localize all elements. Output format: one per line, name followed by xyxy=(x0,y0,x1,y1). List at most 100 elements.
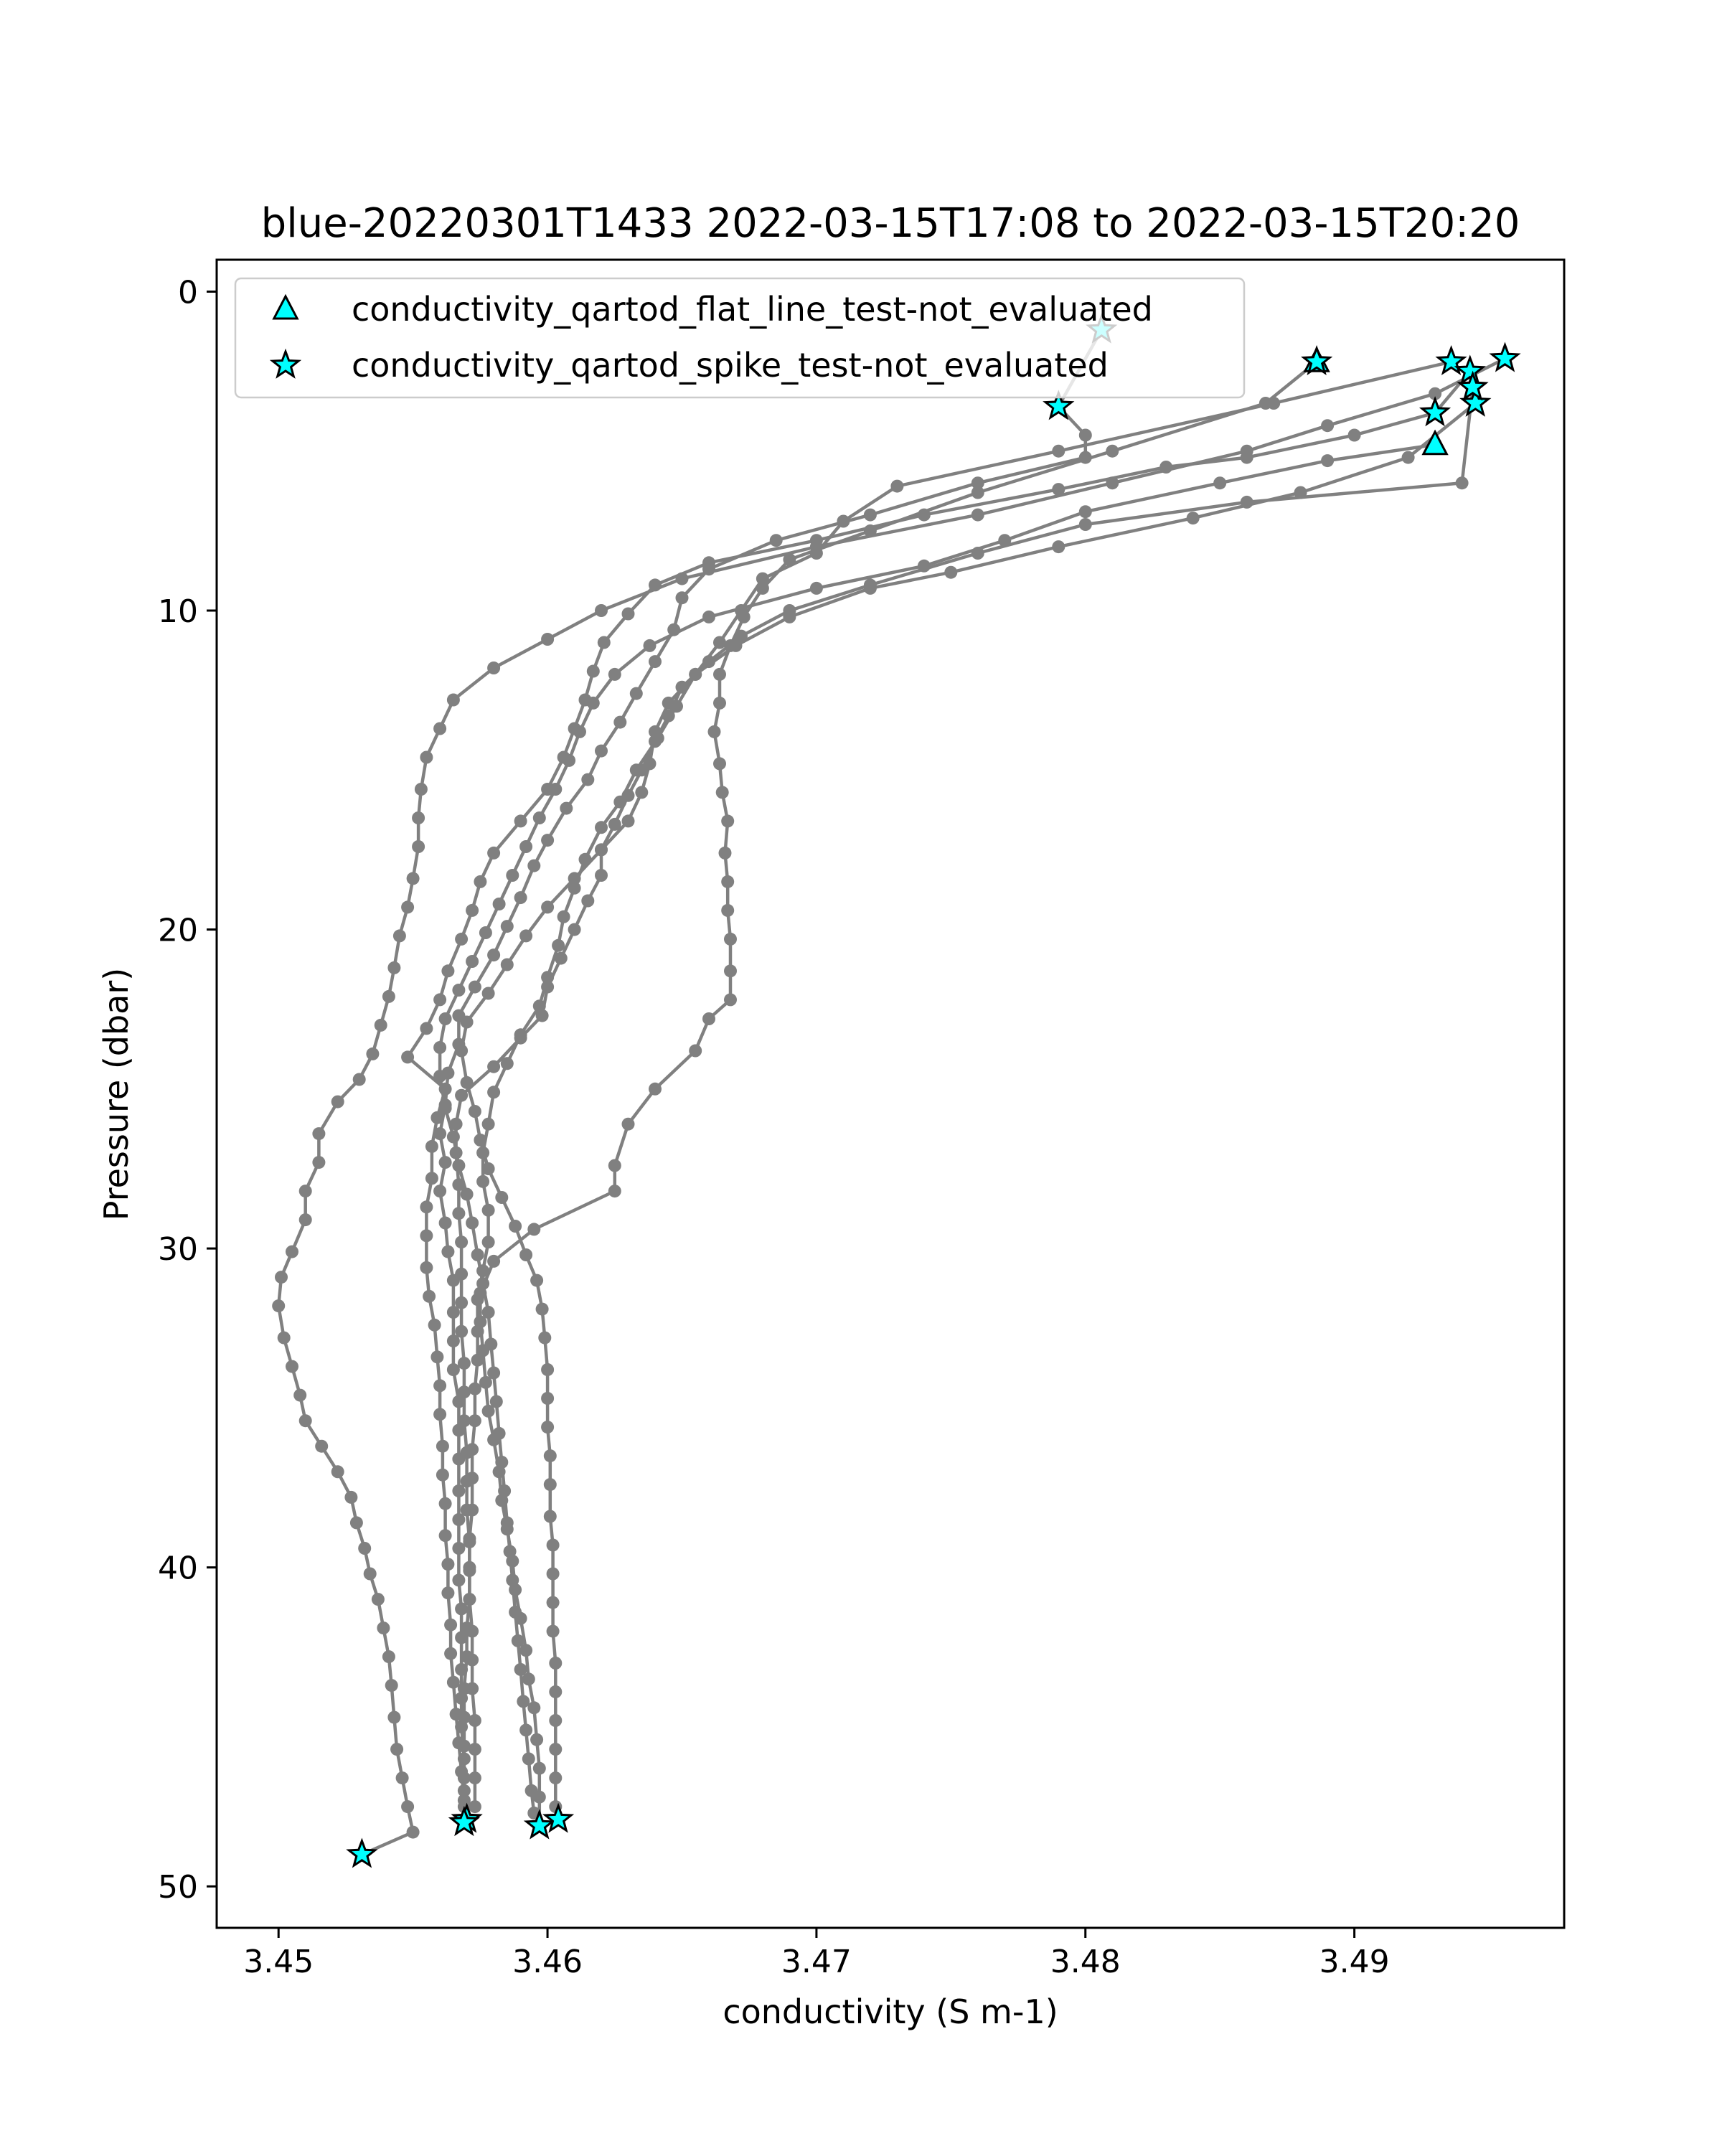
profile-point xyxy=(468,1743,481,1756)
profile-line xyxy=(438,329,1104,1820)
profile-point xyxy=(1455,476,1469,490)
profile-6 xyxy=(455,397,1482,1826)
legend-triangle-icon xyxy=(272,293,299,320)
profile-point xyxy=(455,1631,469,1644)
profile-point xyxy=(506,1573,519,1587)
profile-point xyxy=(519,929,533,943)
profile-point xyxy=(724,932,737,946)
profile-point xyxy=(363,1567,377,1581)
profile-point xyxy=(452,1159,466,1172)
profile-point xyxy=(438,1216,452,1230)
profile-point xyxy=(293,1388,307,1402)
profile-point xyxy=(487,846,501,860)
profile-point xyxy=(298,1213,312,1227)
profile-point xyxy=(635,786,649,799)
profile-point xyxy=(377,1621,390,1635)
profile-point xyxy=(506,869,519,882)
profile-point xyxy=(549,1685,563,1698)
profile-point xyxy=(498,1484,512,1497)
profile-point xyxy=(455,1267,469,1281)
profile-point xyxy=(401,900,415,914)
profile-point xyxy=(487,948,501,962)
profile-point xyxy=(481,1117,495,1131)
profile-point xyxy=(430,1350,444,1364)
legend: conductivity_qartod_flat_line_test-not_e… xyxy=(234,277,1246,399)
profile-point xyxy=(597,636,611,649)
profile-point xyxy=(621,1117,635,1131)
profile-point xyxy=(568,872,581,885)
profile-point xyxy=(433,1408,447,1421)
profile-point xyxy=(444,1618,458,1632)
profile-point xyxy=(568,923,581,936)
profile-point xyxy=(532,811,546,824)
profile-point xyxy=(382,1650,395,1664)
profile-point xyxy=(468,980,481,994)
profile-point xyxy=(466,1216,479,1230)
profile-point xyxy=(460,1474,474,1488)
legend-star-icon xyxy=(269,348,302,379)
profile-point xyxy=(621,789,635,802)
profile-point xyxy=(414,783,428,796)
profile-point xyxy=(387,1710,401,1724)
plot-frame xyxy=(215,258,1566,1929)
profile-point xyxy=(441,1558,455,1571)
profile-point xyxy=(466,903,479,917)
profile-point xyxy=(519,1644,533,1657)
profile-point xyxy=(468,1382,481,1395)
profile-point xyxy=(621,607,635,621)
profile-point xyxy=(449,1708,463,1721)
profile-point xyxy=(971,508,984,522)
profile-point xyxy=(535,1009,549,1022)
y-axis-ticks: 0 10 20 30 40 50 xyxy=(158,274,217,1906)
profile-point xyxy=(457,1414,471,1428)
profile-point xyxy=(917,559,931,573)
profile-point xyxy=(1429,387,1442,400)
profile-point xyxy=(546,1596,560,1609)
profile-point xyxy=(554,951,568,965)
profile-point xyxy=(460,1015,474,1029)
profile-point xyxy=(487,662,501,674)
y-tick-label: 40 xyxy=(158,1550,198,1587)
profile-point xyxy=(479,926,492,939)
profile-point xyxy=(721,903,735,917)
star-marker xyxy=(1457,370,1489,401)
star-marker xyxy=(1435,345,1467,376)
profile-point xyxy=(541,1421,555,1434)
profile-point xyxy=(446,1363,460,1376)
profile-point xyxy=(446,1130,460,1144)
series-triangle-markers xyxy=(1303,347,1449,456)
profile-point xyxy=(457,1794,471,1807)
y-tick-label: 10 xyxy=(158,593,198,630)
profile-point xyxy=(277,1331,291,1345)
profile-point xyxy=(286,1360,298,1373)
profile-point xyxy=(509,1605,522,1619)
profile-point xyxy=(436,1468,449,1482)
profile-point xyxy=(455,932,469,946)
legend-label: conductivity_qartod_spike_test-not_evalu… xyxy=(352,346,1109,385)
profile-point xyxy=(608,1159,621,1172)
profile-point xyxy=(1186,512,1200,525)
profile-point xyxy=(395,1771,409,1785)
profile-5 xyxy=(401,364,1477,1830)
profile-point xyxy=(315,1439,329,1453)
profile-point xyxy=(331,1465,344,1479)
profile-point xyxy=(392,929,406,943)
profile-point xyxy=(543,1478,557,1492)
profile-point xyxy=(481,1235,495,1249)
profile-point xyxy=(466,955,479,968)
profile-point xyxy=(460,1503,474,1517)
profile-point xyxy=(595,604,608,617)
profile-point xyxy=(514,814,527,828)
profile-point xyxy=(481,1404,495,1418)
profile-point xyxy=(481,1203,495,1217)
profile-point xyxy=(543,1449,557,1463)
star-marker xyxy=(1418,396,1452,427)
profile-point xyxy=(629,687,643,700)
profile-point xyxy=(524,1784,538,1797)
profile-point xyxy=(425,1172,438,1185)
profile-point xyxy=(476,1174,490,1188)
profile-point xyxy=(471,1353,484,1367)
profile-point xyxy=(917,508,931,522)
profile-point xyxy=(471,1248,484,1261)
star-marker xyxy=(346,1837,378,1868)
